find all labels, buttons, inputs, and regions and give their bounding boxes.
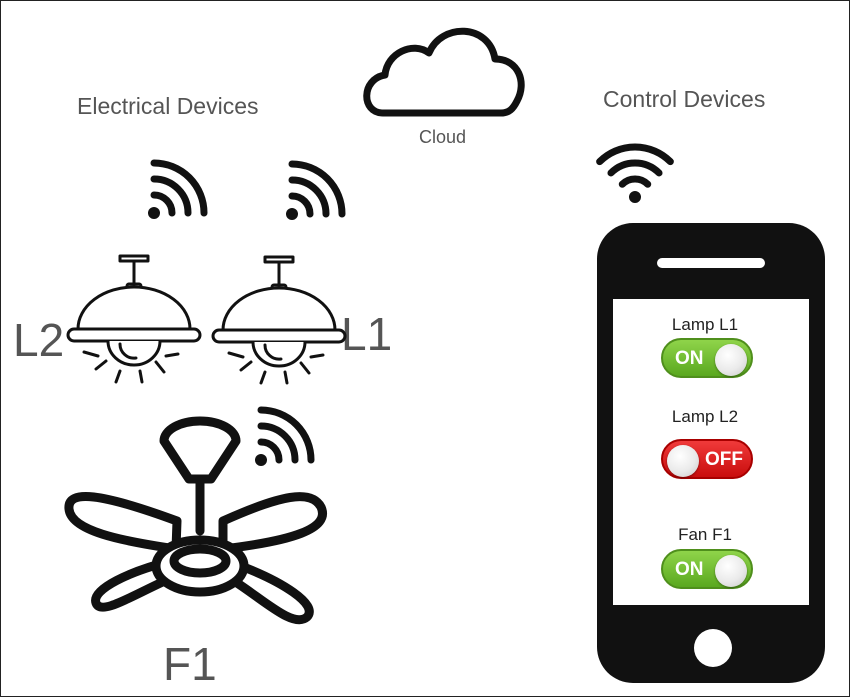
- wifi-icon: [255, 410, 311, 466]
- toggle-knob: [715, 344, 747, 376]
- cloud-icon: [363, 27, 525, 117]
- fan-f1-label: F1: [163, 638, 217, 690]
- lamp-l2-label: L2: [13, 314, 65, 366]
- lamp-l1-toggle[interactable]: ON: [661, 338, 753, 378]
- lamp-l2-toggle[interactable]: OFF: [661, 439, 753, 479]
- ceiling-lamp-icon: [211, 255, 347, 385]
- wifi-icon: [595, 126, 674, 205]
- lamp-l1-control-label: Lamp L1: [671, 315, 739, 334]
- cloud-label: Cloud: [419, 127, 467, 147]
- toggle-state: OFF: [705, 449, 743, 470]
- lamp-l2-control-label: Lamp L2: [671, 407, 739, 426]
- toggle-state: ON: [675, 559, 704, 580]
- fan-f1-control-label: Fan F1: [678, 525, 732, 544]
- ceiling-lamp-icon: [66, 254, 202, 384]
- ceiling-fan-icon: [64, 416, 327, 625]
- toggle-state: ON: [675, 348, 704, 369]
- toggle-knob: [715, 555, 747, 587]
- wifi-icon: [286, 164, 342, 220]
- electrical-devices-heading: Electrical Devices: [77, 93, 259, 119]
- lamp-l1-label: L1: [341, 308, 393, 360]
- wifi-icon: [148, 163, 204, 219]
- fan-f1-toggle[interactable]: ON: [661, 549, 753, 589]
- toggle-knob: [667, 445, 699, 477]
- control-devices-heading: Control Devices: [603, 86, 766, 112]
